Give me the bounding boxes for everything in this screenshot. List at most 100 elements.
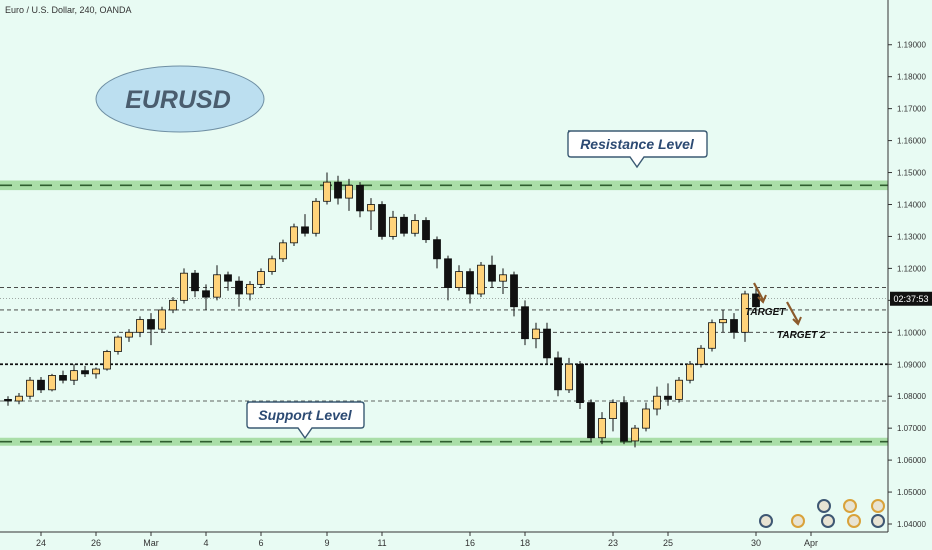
candle-body [488, 264, 496, 282]
candle-body [136, 319, 144, 333]
candle-body [433, 239, 441, 260]
resistance-label: Resistance Level [580, 136, 695, 152]
y-tick-label: 1.18000 [897, 73, 926, 82]
symbol-badge [95, 65, 265, 133]
event-icon[interactable] [843, 499, 857, 513]
event-icon[interactable] [791, 514, 805, 528]
candle-body [697, 347, 705, 365]
y-tick-label: 1.12000 [897, 264, 926, 273]
candle-body [92, 368, 100, 375]
target-2-label: TARGET 2 [777, 330, 826, 341]
candle-body [708, 322, 716, 349]
candle-body [114, 336, 122, 352]
x-tick-label: 25 [663, 538, 673, 548]
candle-body [334, 181, 342, 199]
symbol-badge-text: EURUSD [125, 86, 231, 114]
candle-body [103, 351, 111, 370]
candle-body [224, 274, 232, 282]
candles-layer [4, 172, 760, 448]
y-tick-label: 1.17000 [897, 105, 926, 114]
candle-body [48, 375, 56, 391]
event-icon[interactable] [847, 514, 861, 528]
target-2-arrowhead [792, 316, 802, 326]
candle-body [741, 293, 749, 333]
candle-body [554, 357, 562, 391]
y-tick-label: 1.14000 [897, 200, 926, 209]
candle-body [15, 395, 23, 402]
candle-body [147, 319, 155, 330]
candle-body [246, 283, 254, 295]
candle-body [752, 293, 760, 308]
target-label: TARGET [745, 307, 786, 318]
candle-body [730, 319, 738, 333]
x-tick-label: Apr [804, 538, 818, 548]
y-tick-label: 1.16000 [897, 137, 926, 146]
event-icon[interactable] [871, 514, 885, 528]
event-icons[interactable] [759, 499, 885, 528]
candle-body [510, 274, 518, 308]
y-tick-label: 1.10000 [897, 328, 926, 337]
candle-body [301, 226, 309, 234]
candle-body [257, 271, 265, 285]
x-tick-label: 18 [520, 538, 530, 548]
candle-body [279, 242, 287, 260]
candle-body [532, 328, 540, 340]
event-icon[interactable] [871, 499, 885, 513]
candle-body [180, 272, 188, 301]
candle-body [70, 370, 78, 381]
support-callout [246, 401, 365, 440]
candle-body [653, 395, 661, 410]
candle-body [268, 258, 276, 272]
candle-body [323, 181, 331, 202]
current-price-tag-text: 02:37:53 [893, 294, 928, 304]
x-tick-label: 30 [751, 538, 761, 548]
candle-body [312, 200, 320, 234]
candle-body [235, 280, 243, 295]
candle-body [26, 379, 34, 397]
candle-body [587, 402, 595, 439]
candle-body [499, 274, 507, 282]
y-tick-label: 1.04000 [897, 520, 926, 529]
chart-title: Euro / U.S. Dollar, 240, OANDA [5, 5, 132, 15]
candle-body [367, 204, 375, 212]
zones-layer [0, 180, 888, 446]
candle-body [290, 226, 298, 244]
candle-body [81, 370, 89, 375]
candle-body [356, 184, 364, 212]
candle-body [389, 216, 397, 237]
event-icon[interactable] [759, 514, 773, 528]
candle-body [422, 220, 430, 241]
x-tick-label: 16 [465, 538, 475, 548]
candle-body [598, 418, 606, 439]
x-tick-label: 23 [608, 538, 618, 548]
target-2-arrow [786, 301, 799, 323]
x-tick-label: 26 [91, 538, 101, 548]
candle-body [664, 395, 672, 400]
candle-body [202, 290, 210, 298]
event-icon[interactable] [817, 499, 831, 513]
levels-layer [0, 287, 888, 402]
candle-body [455, 271, 463, 288]
x-axis-ticks: 24 26 Mar 4 6 9 11 16 18 23 25 30 Apr [36, 532, 818, 548]
event-icon[interactable] [821, 514, 835, 528]
y-tick-label: 1.05000 [897, 488, 926, 497]
current-price-tag: 02:37:53 [890, 291, 932, 306]
x-tick-label: 11 [377, 538, 386, 548]
y-tick-label: 1.08000 [897, 392, 926, 401]
target-arrow [753, 282, 764, 301]
candle-body [400, 216, 408, 234]
candle-body [565, 363, 573, 391]
candle-body [477, 264, 485, 295]
candle-body [169, 299, 177, 311]
candle-body [675, 379, 683, 400]
candle-body [345, 184, 353, 199]
candle-body [125, 331, 133, 338]
current-price-tag-bg [890, 291, 932, 306]
candle-body [37, 379, 45, 391]
x-tick-label: 24 [36, 538, 46, 548]
candle-body [213, 274, 221, 298]
candle-body [191, 272, 199, 292]
candle-body [620, 402, 628, 442]
